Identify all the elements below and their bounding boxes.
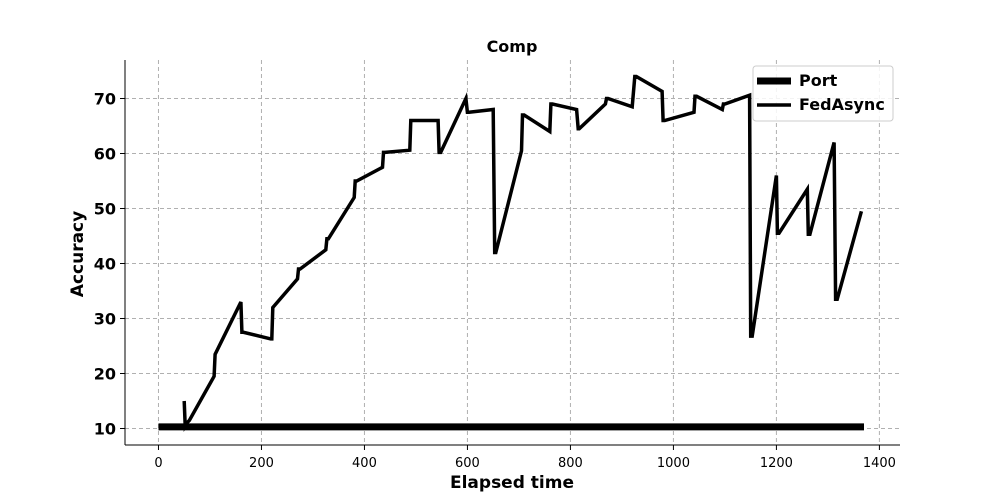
series-line-fedasync — [182, 74, 864, 432]
y-tick-label: 10 — [94, 420, 116, 439]
tick-labels: 0 200 400 600 800 1000 1200 1400 10 20 30 40 50 60 70 — [94, 90, 896, 472]
chart-title: Comp — [487, 37, 538, 56]
x-tick-label: 1000 — [657, 456, 690, 471]
x-tick-label: 1200 — [760, 456, 793, 471]
y-tick-label: 20 — [94, 365, 116, 384]
legend: Port FedAsync — [752, 65, 894, 122]
x-tick-label: 800 — [558, 456, 583, 471]
series-lines — [158, 74, 864, 432]
x-tick-label: 0 — [154, 456, 162, 471]
x-tick-label: 400 — [352, 456, 377, 471]
x-tick-label: 600 — [455, 456, 480, 471]
legend-label-port: Port — [799, 71, 838, 90]
y-tick-label: 40 — [94, 255, 116, 274]
x-tick-label: 200 — [249, 456, 274, 471]
y-tick-label: 70 — [94, 90, 116, 109]
axes — [124, 60, 900, 446]
y-axis-label: Accuracy — [68, 211, 88, 297]
y-tick-label: 60 — [94, 145, 116, 164]
legend-label-fedasync: FedAsync — [799, 95, 885, 114]
y-tick-label: 30 — [94, 310, 116, 329]
x-tick-label: 1400 — [863, 456, 896, 471]
y-tick-label: 50 — [94, 200, 116, 219]
x-axis-label: Elapsed time — [450, 473, 574, 493]
